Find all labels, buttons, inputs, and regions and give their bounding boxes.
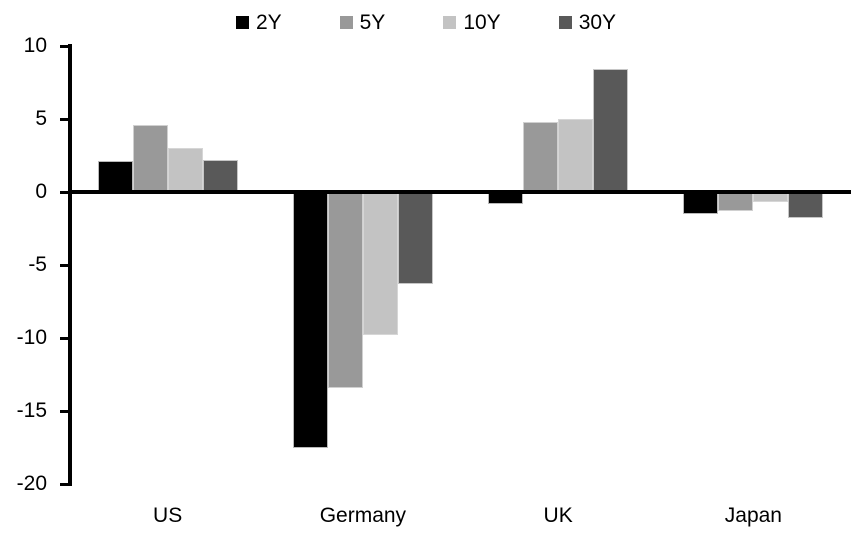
bar-germany-30y xyxy=(397,192,433,284)
bar-us-10y xyxy=(167,148,203,192)
legend-label: 2Y xyxy=(255,11,282,34)
legend-swatch-2y xyxy=(235,16,249,29)
y-axis-tick-label: 0 xyxy=(35,180,47,203)
legend-label: 10Y xyxy=(463,11,501,34)
zero-axis-line xyxy=(68,190,851,194)
bar-uk-10y xyxy=(558,119,594,192)
y-axis-tick xyxy=(60,409,68,413)
x-axis-label-japan: Japan xyxy=(724,504,782,527)
y-axis-tick-label: -5 xyxy=(28,253,47,276)
y-axis-tick-label: -15 xyxy=(16,399,47,422)
y-axis-tick-label: -20 xyxy=(16,472,47,495)
y-axis-tick xyxy=(60,482,68,486)
legend-item-10y: 10Y xyxy=(443,11,501,34)
bar-us-2y xyxy=(97,161,133,192)
y-axis-tick xyxy=(60,190,68,194)
bar-germany-5y xyxy=(327,192,363,388)
x-axis-label-uk: UK xyxy=(543,504,573,527)
bar-japan-30y xyxy=(788,192,824,219)
y-axis-tick xyxy=(60,44,68,48)
legend-item-5y: 5Y xyxy=(339,11,386,34)
bar-japan-5y xyxy=(718,192,754,211)
x-axis-label-germany: Germany xyxy=(319,504,407,527)
y-axis-line xyxy=(68,44,72,486)
bar-germany-10y xyxy=(362,192,398,336)
legend-swatch-10y xyxy=(443,16,457,29)
y-axis-tick-label: 5 xyxy=(35,107,47,130)
y-axis-tick-label: -10 xyxy=(16,326,47,349)
bar-us-30y xyxy=(202,159,238,192)
legend-label: 30Y xyxy=(578,11,617,34)
legend-item-2y: 2Y xyxy=(235,11,282,34)
legend: 2Y 5Y 10Y 30Y xyxy=(0,11,852,34)
bar-japan-2y xyxy=(683,192,719,214)
legend-label: 5Y xyxy=(359,11,386,34)
legend-item-30y: 30Y xyxy=(558,11,617,34)
bar-germany-2y xyxy=(292,192,328,448)
bar-uk-5y xyxy=(523,121,559,192)
legend-swatch-30y xyxy=(558,16,572,29)
y-axis-tick xyxy=(60,336,68,340)
bar-us-5y xyxy=(132,124,168,192)
x-axis-label-us: US xyxy=(153,504,183,527)
bar-uk-30y xyxy=(593,69,629,192)
y-axis-tick xyxy=(60,117,68,121)
y-axis-tick xyxy=(60,263,68,267)
y-axis-tick-label: 10 xyxy=(23,34,47,57)
legend-swatch-5y xyxy=(339,16,353,29)
